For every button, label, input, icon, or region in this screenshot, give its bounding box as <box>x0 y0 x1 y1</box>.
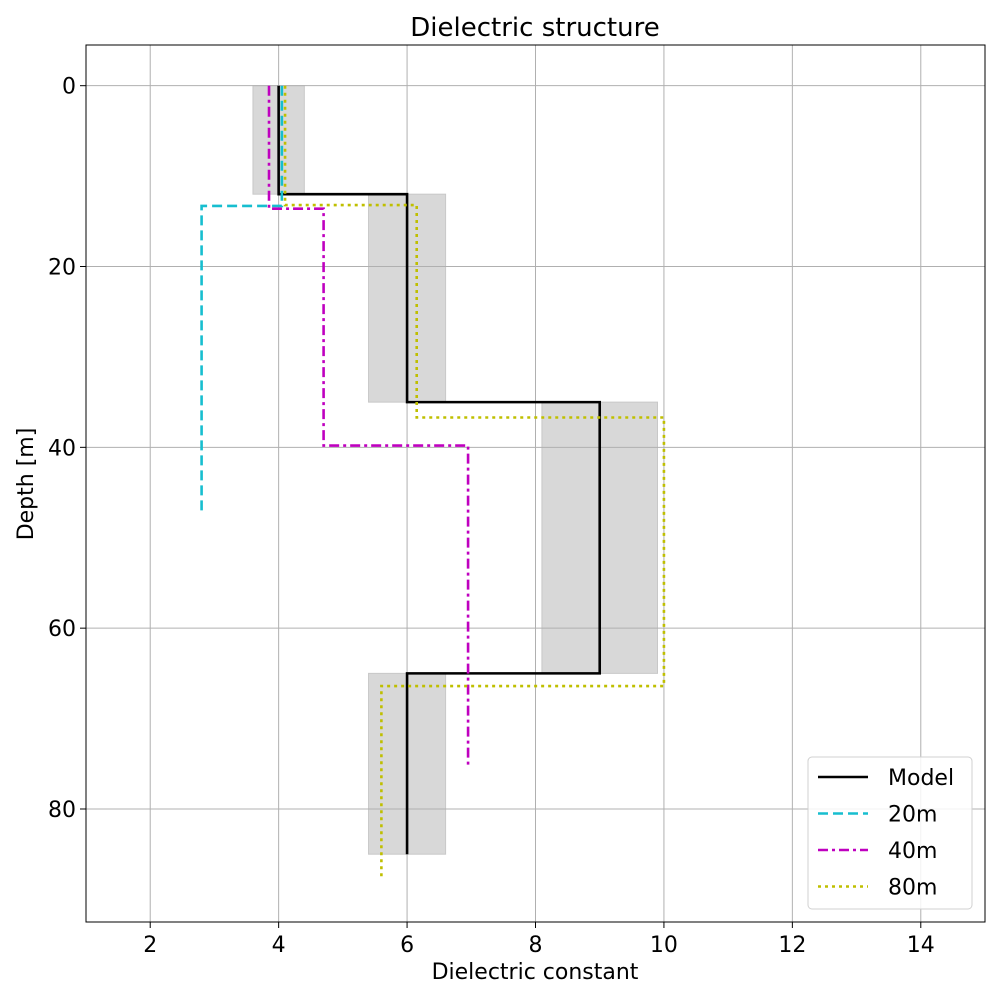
y-tick-label: 20 <box>48 256 76 281</box>
y-tick-label: 60 <box>48 617 76 642</box>
chart-title: Dielectric structure <box>410 13 659 43</box>
x-tick-label: 12 <box>778 933 806 958</box>
x-tick-label: 6 <box>400 933 414 958</box>
series-lines <box>200 85 666 877</box>
series-line-20m <box>200 85 284 513</box>
y-tick-label: 0 <box>62 75 76 100</box>
legend-label-40m: 40m <box>888 839 937 864</box>
legend-label-model: Model <box>888 766 954 791</box>
series-line-40m <box>267 85 470 766</box>
series-line-model <box>277 85 602 855</box>
x-tick-label: 8 <box>529 933 543 958</box>
legend-box <box>807 756 973 910</box>
x-tick-label: 14 <box>907 933 935 958</box>
x-tick-label: 2 <box>143 933 157 958</box>
series-line-80m <box>283 85 666 877</box>
x-tick-label: 10 <box>650 933 678 958</box>
x-tick-label: 4 <box>272 933 286 958</box>
x-axis-label: Dielectric constant <box>432 960 639 985</box>
legend-label-20m: 20m <box>888 803 937 828</box>
y-tick-label: 40 <box>48 436 76 461</box>
x-axis-ticks: 2 4 6 8 10 12 14 <box>143 922 935 958</box>
y-axis-ticks: 0 20 40 60 80 <box>48 75 86 823</box>
legend: Model 20m 40m 80m <box>807 756 973 910</box>
y-axis-label: Depth [m] <box>14 428 39 541</box>
legend-label-80m: 80m <box>888 876 937 901</box>
y-tick-label: 80 <box>48 798 76 823</box>
